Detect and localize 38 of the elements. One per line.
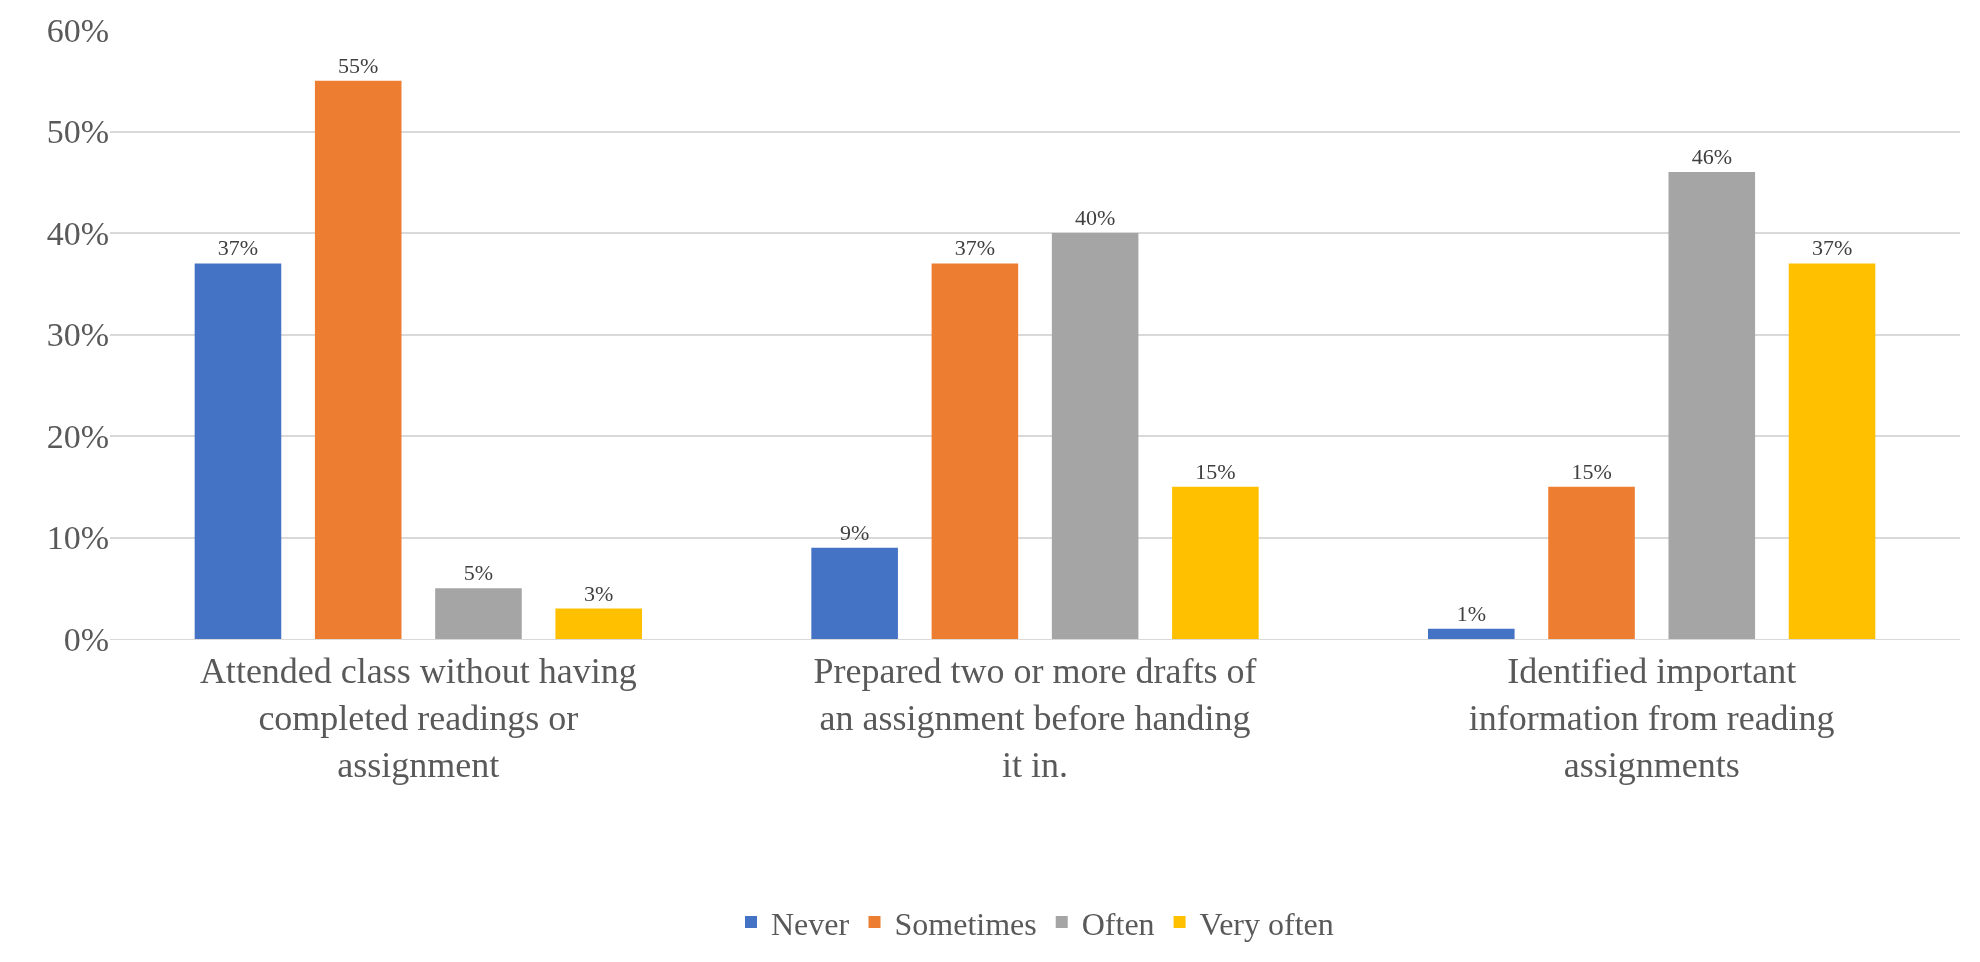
- legend-label: Often: [1081, 905, 1155, 942]
- y-tick-label: 30%: [46, 316, 109, 354]
- data-label: 37%: [217, 235, 259, 261]
- y-tick-label: 50%: [46, 113, 109, 151]
- data-label: 1%: [1456, 600, 1486, 626]
- data-label: 5%: [463, 560, 494, 586]
- bar: [1548, 486, 1635, 639]
- bar: [1172, 486, 1259, 639]
- bar: [435, 588, 522, 639]
- bar: [811, 547, 898, 639]
- x-tick-label: Identified important information from reading assignments: [1468, 651, 1835, 785]
- data-label: 46%: [1691, 144, 1732, 170]
- bar: [1051, 233, 1139, 639]
- data-label: 15%: [1195, 458, 1236, 484]
- bar: [1428, 628, 1515, 639]
- data-label: 15%: [1571, 458, 1612, 484]
- data-label: 40%: [1074, 205, 1116, 230]
- bar: [1788, 263, 1876, 639]
- x-tick-label: Prepared two or more drafts of an assignment before handing it in.: [813, 651, 1257, 785]
- bar: [931, 263, 1019, 639]
- legend-label: Sometimes: [894, 905, 1037, 942]
- y-tick-label: 40%: [46, 214, 109, 252]
- y-tick-label: 10%: [46, 519, 109, 557]
- bar: [314, 80, 402, 639]
- x-tick-label: Attended class without having completed readings or assignment: [199, 651, 637, 785]
- data-label: 37%: [954, 235, 996, 261]
- legend-label: Very often: [1199, 905, 1334, 942]
- y-tick-label: 20%: [46, 417, 109, 455]
- y-tick-label: 60%: [46, 11, 109, 49]
- legend-label: Never: [771, 905, 850, 942]
- data-label: 37%: [1811, 235, 1853, 261]
- data-label: 9%: [839, 519, 870, 545]
- data-label: 55%: [338, 52, 379, 78]
- y-tick-label: 0%: [63, 620, 109, 658]
- bar: [1668, 172, 1756, 639]
- data-label: 3%: [584, 580, 614, 606]
- bar: [555, 608, 642, 639]
- bar: [194, 263, 282, 639]
